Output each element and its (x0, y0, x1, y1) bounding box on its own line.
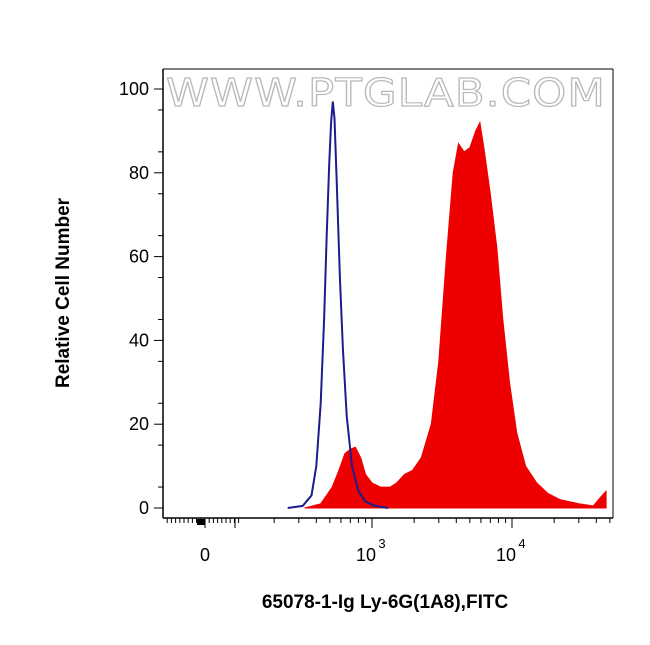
y-tick-label: 0 (139, 498, 149, 518)
y-tick-label: 60 (129, 247, 149, 267)
y-tick-label: 20 (129, 414, 149, 434)
x-tick-label: 0 (200, 545, 210, 565)
watermark: WWW.PTGLAB.COM (165, 70, 606, 115)
watermark-text: WWW.PTGLAB.COM (166, 71, 606, 115)
x-zero-block (197, 519, 205, 525)
sample-histogram-fill (304, 120, 607, 509)
x-axis-title: 65078-1-Ig Ly-6G(1A8),FITC (262, 592, 509, 613)
y-axis-title: Relative Cell Number (53, 197, 74, 388)
y-axis: 0 20 40 60 80 100 (119, 79, 163, 518)
series-layer (287, 101, 607, 509)
plot-frame (162, 68, 614, 519)
x-tick-label: 10 (496, 545, 516, 565)
y-tick-label: 40 (129, 330, 149, 350)
y-tick-label: 80 (129, 163, 149, 183)
x-tick-exponent: 3 (378, 536, 385, 551)
x-tick-exponent: 4 (518, 536, 525, 551)
y-tick-label: 100 (119, 79, 149, 99)
x-tick-label: 10 (356, 545, 376, 565)
isotype-histogram-line (287, 101, 389, 509)
